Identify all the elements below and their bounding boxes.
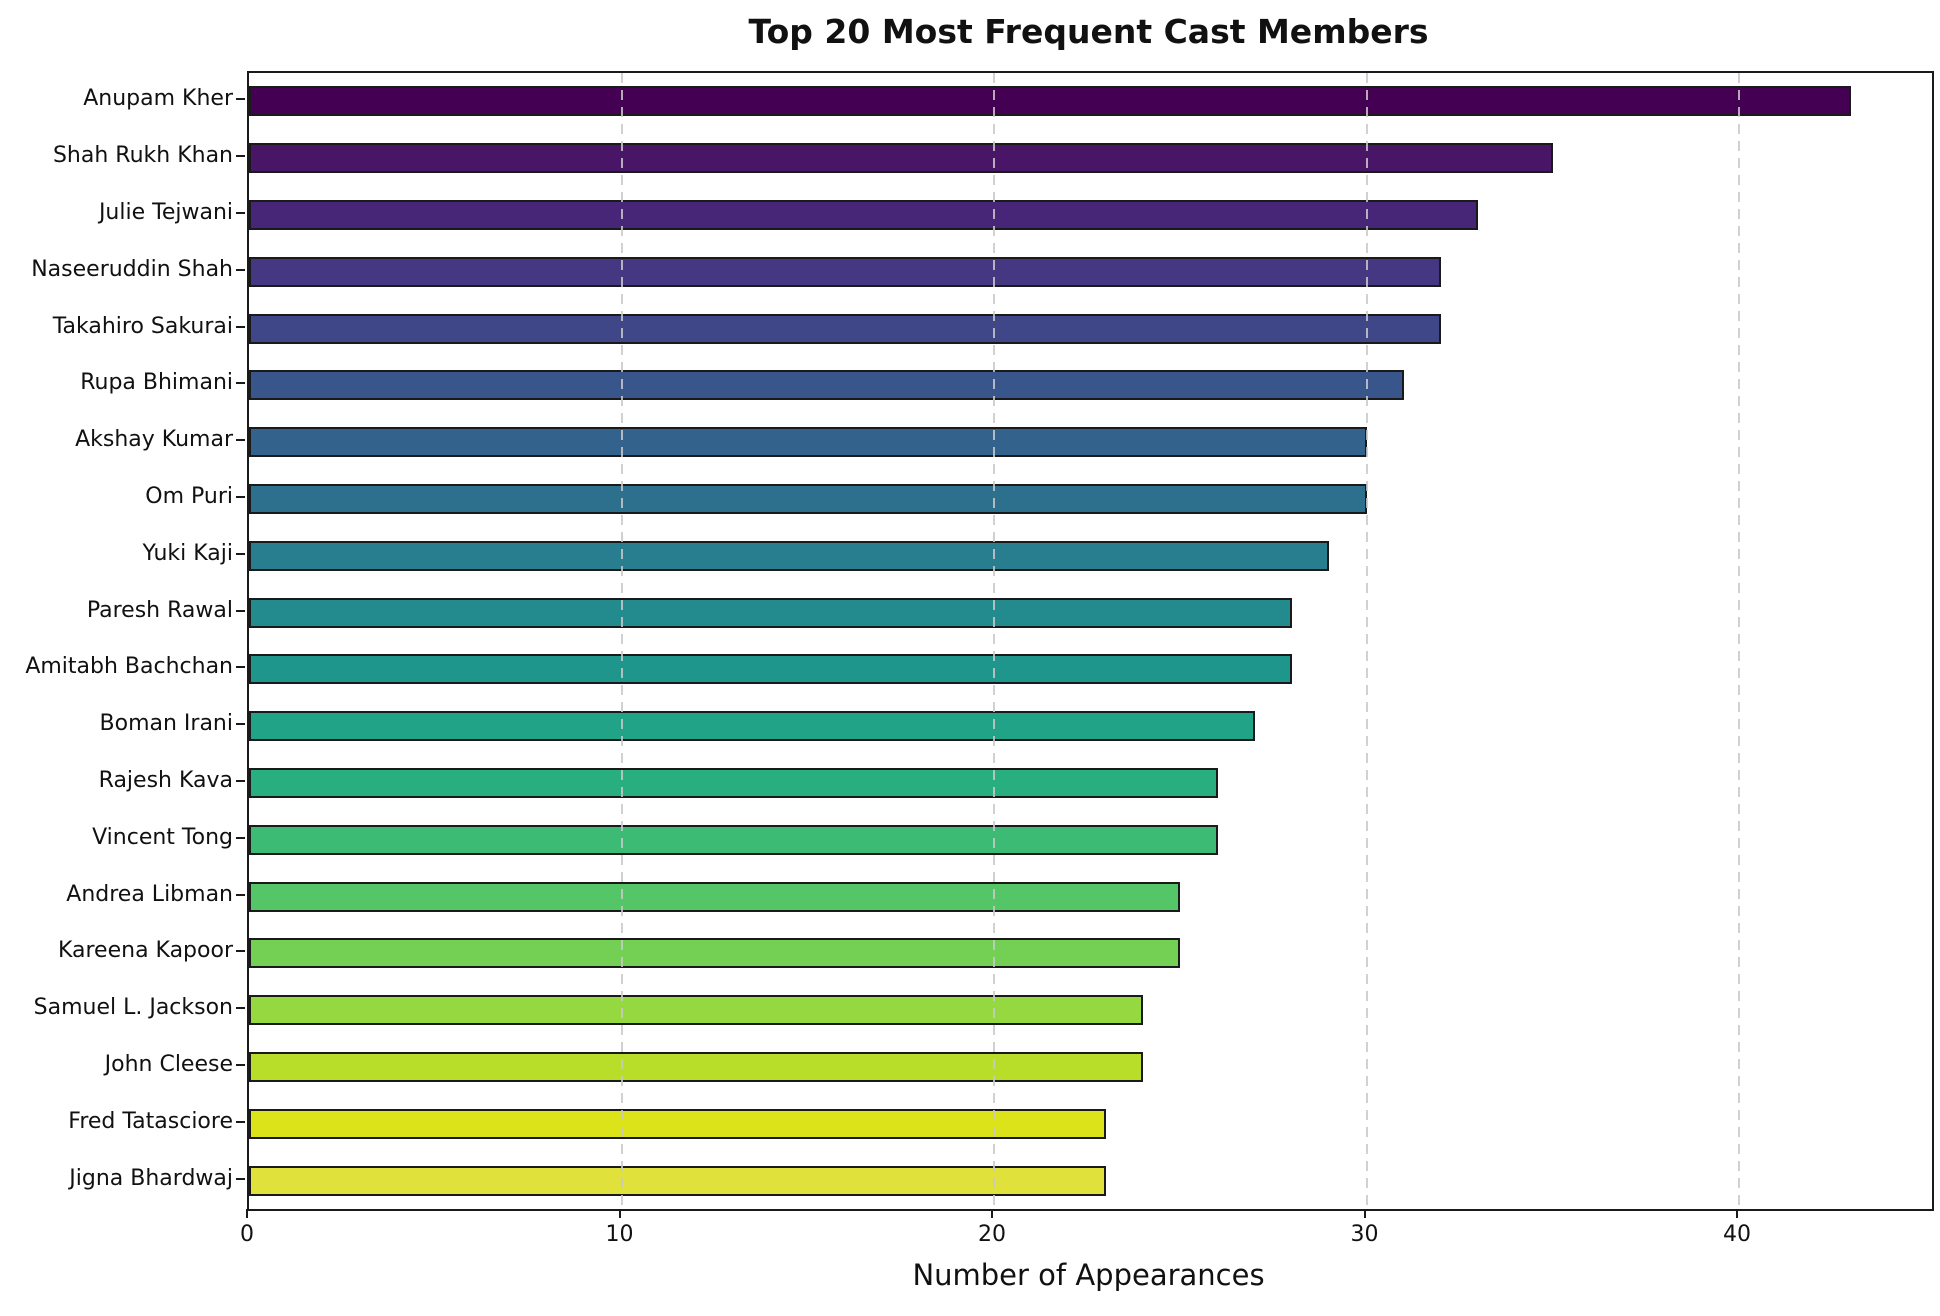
y-tick-label-amitabh-bachchan: Amitabh Bachchan — [25, 654, 233, 680]
bar-om-puri — [249, 484, 1367, 514]
x-tick-mark-40 — [1736, 1209, 1738, 1218]
y-tick-mark — [236, 439, 245, 442]
x-tick-label-0: 0 — [240, 1222, 254, 1247]
y-tick-label-rupa-bhimani: Rupa Bhimani — [80, 370, 233, 396]
y-tick-label-samuel-l-jackson: Samuel L. Jackson — [33, 995, 233, 1021]
bar-andrea-libman — [249, 881, 1181, 912]
y-tick-label-om-puri: Om Puri — [145, 484, 233, 509]
y-tick-mark — [236, 268, 245, 271]
gridline-x-40 — [1738, 73, 1740, 1209]
bar-samuel-l-jackson — [249, 995, 1143, 1026]
bar-takahiro-sakurai — [249, 313, 1441, 344]
bar-kareena-kapoor — [249, 938, 1181, 969]
bar-john-cleese — [249, 1052, 1143, 1082]
y-tick-mark — [236, 780, 245, 782]
gridline-x-10 — [620, 73, 623, 1209]
y-tick-label-john-cleese: John Cleese — [104, 1052, 233, 1077]
x-tick-label-10: 10 — [605, 1222, 634, 1247]
y-tick-mark — [236, 609, 245, 612]
y-tick-mark — [236, 666, 245, 669]
bar-anupam-kher — [249, 86, 1851, 117]
x-tick-label-20: 20 — [978, 1222, 1006, 1247]
y-tick-mark — [236, 1120, 245, 1123]
bar-rupa-bhimani — [249, 370, 1404, 401]
y-tick-mark — [236, 325, 245, 328]
gridline-x-30 — [1365, 73, 1368, 1209]
y-tick-label-julie-tejwani: Julie Tejwani — [98, 200, 233, 225]
y-tick-label-boman-irani: Boman Irani — [99, 711, 233, 737]
y-tick-mark — [236, 496, 245, 498]
y-tick-mark — [236, 723, 245, 726]
x-tick-mark-10 — [618, 1209, 621, 1218]
y-tick-mark — [236, 950, 245, 953]
bar-amitabh-bachchan — [249, 654, 1292, 685]
y-tick-label-anupam-kher: Anupam Kher — [83, 86, 233, 112]
bar-boman-irani — [249, 711, 1255, 742]
bar-paresh-rawal — [249, 597, 1292, 628]
chart-title: Top 20 Most Frequent Cast Members — [748, 12, 1429, 51]
bar-naseeruddin-shah — [249, 256, 1441, 287]
y-tick-mark — [236, 1177, 245, 1180]
plot-area — [247, 71, 1934, 1211]
y-tick-label-jigna-bhardwaj: Jigna Bhardwaj — [69, 1165, 233, 1191]
y-tick-mark — [236, 212, 245, 214]
x-tick-mark-0 — [246, 1209, 248, 1218]
bar-yuki-kaji — [249, 540, 1330, 571]
x-tick-label-40: 40 — [1723, 1222, 1751, 1247]
y-tick-mark — [236, 836, 245, 839]
y-tick-label-paresh-rawal: Paresh Rawal — [86, 597, 233, 623]
y-tick-label-yuki-kaji: Yuki Kaji — [142, 540, 233, 566]
y-tick-mark — [236, 382, 245, 385]
x-tick-mark-20 — [991, 1209, 993, 1218]
bar-rajesh-kava — [249, 768, 1218, 798]
y-tick-mark — [236, 1007, 245, 1010]
y-tick-label-andrea-libman: Andrea Libman — [66, 881, 233, 907]
y-tick-mark — [236, 98, 245, 101]
y-tick-label-kareena-kapoor: Kareena Kapoor — [57, 938, 233, 964]
y-tick-label-shah-rukh-khan: Shah Rukh Khan — [52, 143, 233, 169]
x-axis-label: Number of Appearances — [912, 1258, 1265, 1292]
bar-shah-rukh-khan — [249, 143, 1553, 174]
y-tick-label-takahiro-sakurai: Takahiro Sakurai — [52, 313, 233, 339]
bar-vincent-tong — [249, 824, 1218, 855]
y-tick-label-rajesh-kava: Rajesh Kava — [98, 768, 233, 793]
y-tick-mark — [236, 1064, 245, 1066]
gridline-x-20 — [993, 73, 995, 1209]
bar-jigna-bhardwaj — [249, 1165, 1106, 1196]
bar-akshay-kumar — [249, 427, 1367, 458]
y-tick-label-naseeruddin-shah: Naseeruddin Shah — [31, 256, 233, 282]
y-tick-label-vincent-tong: Vincent Tong — [92, 824, 233, 850]
y-tick-label-fred-tatasciore: Fred Tatasciore — [68, 1108, 233, 1134]
y-tick-mark — [236, 552, 245, 555]
y-tick-mark — [236, 893, 245, 896]
x-tick-label-30: 30 — [1350, 1222, 1379, 1247]
bar-julie-tejwani — [249, 200, 1479, 230]
x-tick-mark-30 — [1363, 1209, 1366, 1218]
y-tick-label-akshay-kumar: Akshay Kumar — [75, 427, 233, 453]
y-tick-mark — [236, 155, 245, 158]
bar-fred-tatasciore — [249, 1108, 1106, 1139]
